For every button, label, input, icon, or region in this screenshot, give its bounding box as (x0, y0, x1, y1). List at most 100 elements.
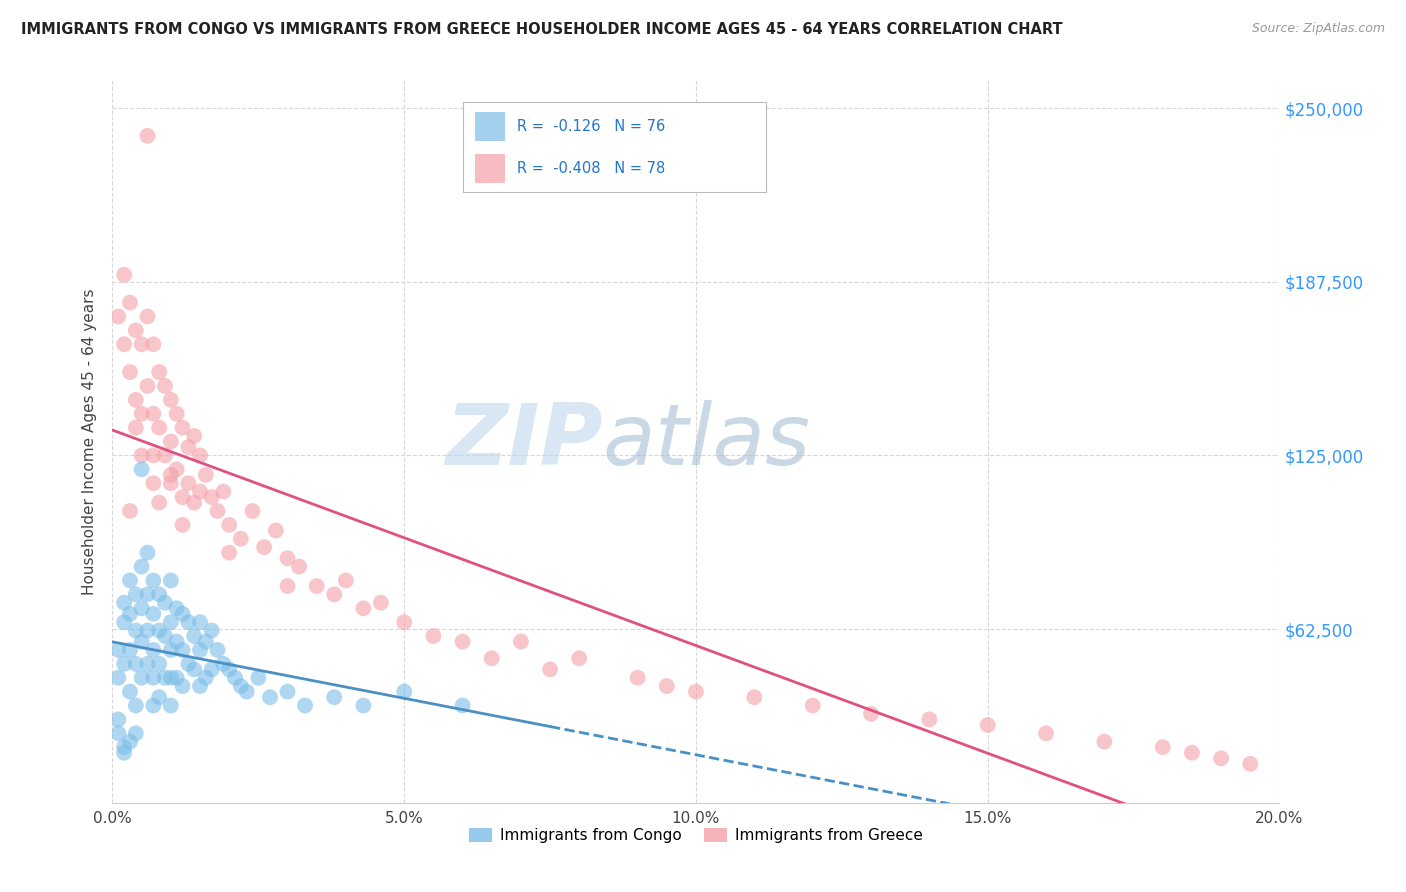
Point (160, 615, 183, 630)
Point (242, 504, 264, 518)
Point (166, 671, 188, 685)
Point (183, 496, 205, 510)
Point (125, 587, 148, 601)
Point (451, 634, 474, 648)
Point (125, 657, 148, 671)
Point (207, 504, 229, 518)
Point (247, 671, 270, 685)
Point (160, 392, 183, 407)
Point (352, 601, 374, 615)
Point (125, 698, 148, 713)
Point (305, 579, 328, 593)
Point (801, 698, 824, 713)
Point (166, 462, 188, 476)
Point (160, 574, 183, 588)
Point (142, 407, 165, 421)
Point (538, 662, 561, 676)
Legend: Immigrants from Congo, Immigrants from Greece: Immigrants from Congo, Immigrants from G… (463, 822, 929, 849)
Y-axis label: Householder Income Ages 45 - 64 years: Householder Income Ages 45 - 64 years (82, 288, 97, 595)
Point (160, 671, 183, 685)
Point (370, 596, 392, 610)
Point (131, 449, 153, 463)
Point (142, 449, 165, 463)
Point (276, 551, 298, 566)
Point (148, 496, 170, 510)
Point (107, 713, 129, 727)
Point (172, 517, 194, 532)
Point (142, 574, 165, 588)
Point (172, 607, 194, 621)
Point (107, 671, 129, 685)
Point (183, 662, 205, 676)
Point (172, 420, 194, 434)
Point (160, 467, 183, 482)
Point (509, 634, 531, 648)
Point (323, 690, 346, 705)
Point (166, 601, 188, 615)
Point (142, 671, 165, 685)
Point (118, 607, 141, 621)
Point (112, 615, 135, 630)
Point (107, 310, 129, 324)
Point (183, 429, 205, 443)
Point (188, 615, 211, 630)
Point (148, 624, 170, 638)
Point (136, 657, 159, 671)
Point (142, 698, 165, 713)
Point (160, 643, 183, 657)
Point (153, 449, 176, 463)
Point (194, 634, 217, 648)
Point (201, 490, 224, 504)
Point (218, 662, 240, 676)
Point (218, 517, 240, 532)
Point (136, 587, 159, 601)
Point (125, 726, 148, 740)
Point (125, 420, 148, 434)
Point (207, 643, 229, 657)
Point (131, 407, 153, 421)
Point (118, 574, 141, 588)
Point (131, 462, 153, 476)
Point (1152, 740, 1174, 755)
Point (153, 379, 176, 393)
Point (160, 698, 183, 713)
Point (323, 587, 346, 601)
Point (394, 684, 416, 698)
Point (188, 449, 211, 463)
Point (253, 540, 276, 554)
Point (172, 679, 194, 693)
Point (188, 484, 211, 499)
Point (177, 476, 200, 491)
Point (131, 601, 153, 615)
Point (394, 615, 416, 630)
Point (153, 671, 176, 685)
Point (685, 684, 707, 698)
Point (112, 337, 135, 351)
Point (918, 713, 941, 727)
Point (125, 323, 148, 337)
Point (183, 629, 205, 643)
Point (112, 740, 135, 755)
Point (177, 440, 200, 454)
Point (136, 128, 159, 143)
Point (194, 671, 217, 685)
Text: ZIP: ZIP (444, 400, 603, 483)
Point (131, 337, 153, 351)
Point (481, 651, 503, 665)
Point (201, 662, 224, 676)
Text: IMMIGRANTS FROM CONGO VS IMMIGRANTS FROM GREECE HOUSEHOLDER INCOME AGES 45 - 64 : IMMIGRANTS FROM CONGO VS IMMIGRANTS FROM… (21, 22, 1063, 37)
Text: Source: ZipAtlas.com: Source: ZipAtlas.com (1251, 22, 1385, 36)
Point (118, 504, 141, 518)
Point (627, 671, 650, 685)
Point (288, 559, 311, 574)
Point (148, 690, 170, 705)
Point (568, 651, 591, 665)
Point (976, 718, 998, 732)
Point (118, 734, 141, 748)
Point (860, 706, 883, 721)
Point (1094, 734, 1116, 748)
Point (136, 310, 159, 324)
Point (229, 679, 252, 693)
Point (1035, 726, 1057, 740)
Point (188, 643, 211, 657)
